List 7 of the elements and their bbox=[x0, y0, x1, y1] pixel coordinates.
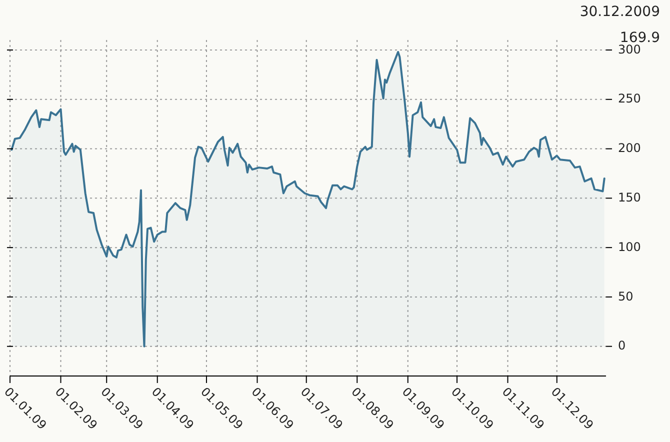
y-tick-label: 200 bbox=[618, 141, 641, 156]
y-tick-label: 100 bbox=[618, 240, 641, 254]
y-tick-label: 0 bbox=[618, 338, 626, 353]
y-tick-label: 150 bbox=[618, 190, 641, 204]
text: 30.12.2009 bbox=[580, 4, 660, 20]
y-tick-label: 50 bbox=[618, 289, 634, 304]
y-tick-label: 250 bbox=[618, 92, 641, 106]
